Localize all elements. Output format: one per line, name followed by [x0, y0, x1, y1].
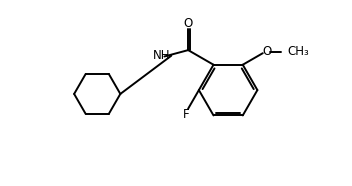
Text: O: O — [262, 45, 271, 58]
Text: NH: NH — [152, 49, 170, 62]
Text: O: O — [183, 17, 193, 30]
Text: CH₃: CH₃ — [288, 45, 309, 58]
Text: F: F — [183, 108, 190, 121]
